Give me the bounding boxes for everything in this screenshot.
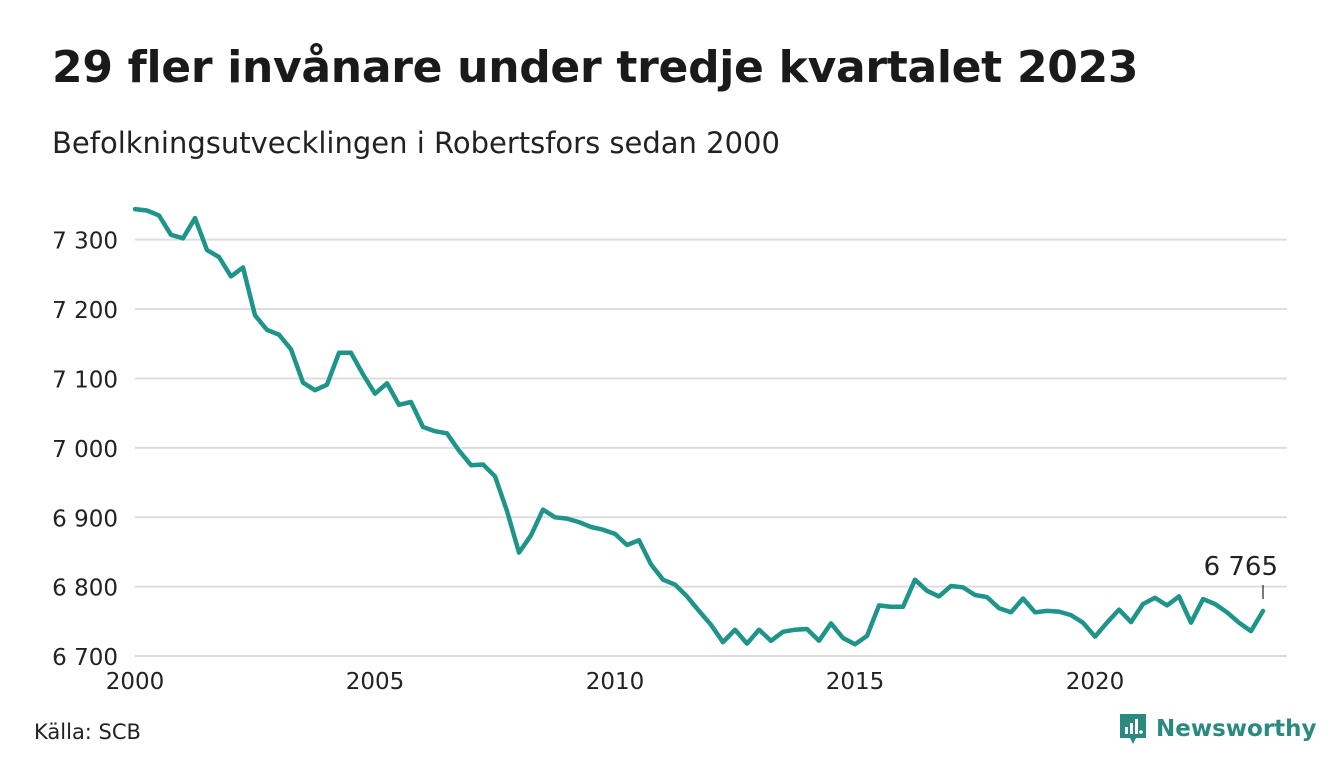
annotation-label: 6 765: [1204, 552, 1278, 582]
y-tick-label: 7 100: [52, 367, 118, 393]
y-tick-label: 6 900: [52, 506, 118, 532]
chart-title: 29 fler invånare under tredje kvartalet …: [52, 42, 1139, 93]
y-tick-label: 7 300: [52, 229, 118, 255]
chart-subtitle: Befolkningsutvecklingen i Robertsfors se…: [52, 126, 780, 160]
x-tick-label: 2005: [346, 669, 405, 695]
brand-name: Newsworthy: [1156, 716, 1317, 742]
y-tick-label: 7 200: [52, 298, 118, 324]
x-tick-label: 2015: [826, 669, 885, 695]
source-note: Källa: SCB: [34, 720, 141, 744]
y-tick-label: 7 000: [52, 437, 118, 463]
line-chart: 6 700 6 800 6 900 7 000 7 100 7 200 7 300 2000 2…: [52, 206, 1287, 695]
population-line: [132, 206, 1266, 647]
y-tick-label: 6 700: [52, 645, 118, 671]
newsworthy-logo-icon: [1120, 714, 1146, 744]
x-tick-label: 2020: [1066, 669, 1125, 695]
y-tick-label: 6 800: [52, 576, 118, 602]
newsworthy-brand[interactable]: Newsworthy: [1118, 712, 1317, 746]
x-tick-label: 2010: [586, 669, 645, 695]
x-tick-label: 2000: [106, 669, 165, 695]
